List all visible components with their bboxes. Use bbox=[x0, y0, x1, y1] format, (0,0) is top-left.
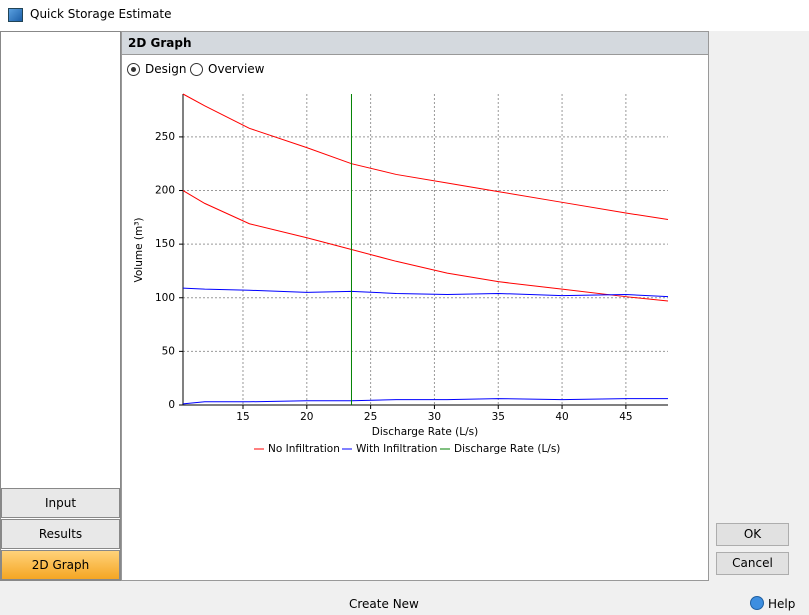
radio-dot[interactable] bbox=[190, 62, 203, 76]
panel-header: 2D Graph bbox=[121, 31, 709, 55]
tab-active[interactable]: 2D Graph bbox=[1, 550, 120, 580]
app-icon bbox=[8, 8, 23, 22]
tab[interactable]: Input bbox=[1, 488, 120, 518]
ok-button[interactable]: OK bbox=[716, 523, 789, 546]
help-button[interactable]: Help bbox=[768, 597, 796, 611]
radio-label[interactable]: Overview bbox=[208, 62, 265, 76]
graph-panel bbox=[121, 31, 709, 581]
radio-dot[interactable] bbox=[127, 62, 140, 76]
title-bar: Quick Storage Estimate bbox=[0, 0, 809, 31]
tab[interactable]: Results bbox=[1, 519, 120, 549]
window-title: Quick Storage Estimate bbox=[30, 7, 172, 21]
radio-label[interactable]: Design bbox=[145, 62, 187, 76]
radio-design[interactable]: Design bbox=[127, 62, 186, 76]
help-icon[interactable] bbox=[750, 596, 764, 610]
create-new-button[interactable]: Create New bbox=[349, 597, 419, 611]
radio-overview[interactable]: Overview bbox=[190, 62, 265, 76]
cancel-button[interactable]: Cancel bbox=[716, 552, 789, 575]
